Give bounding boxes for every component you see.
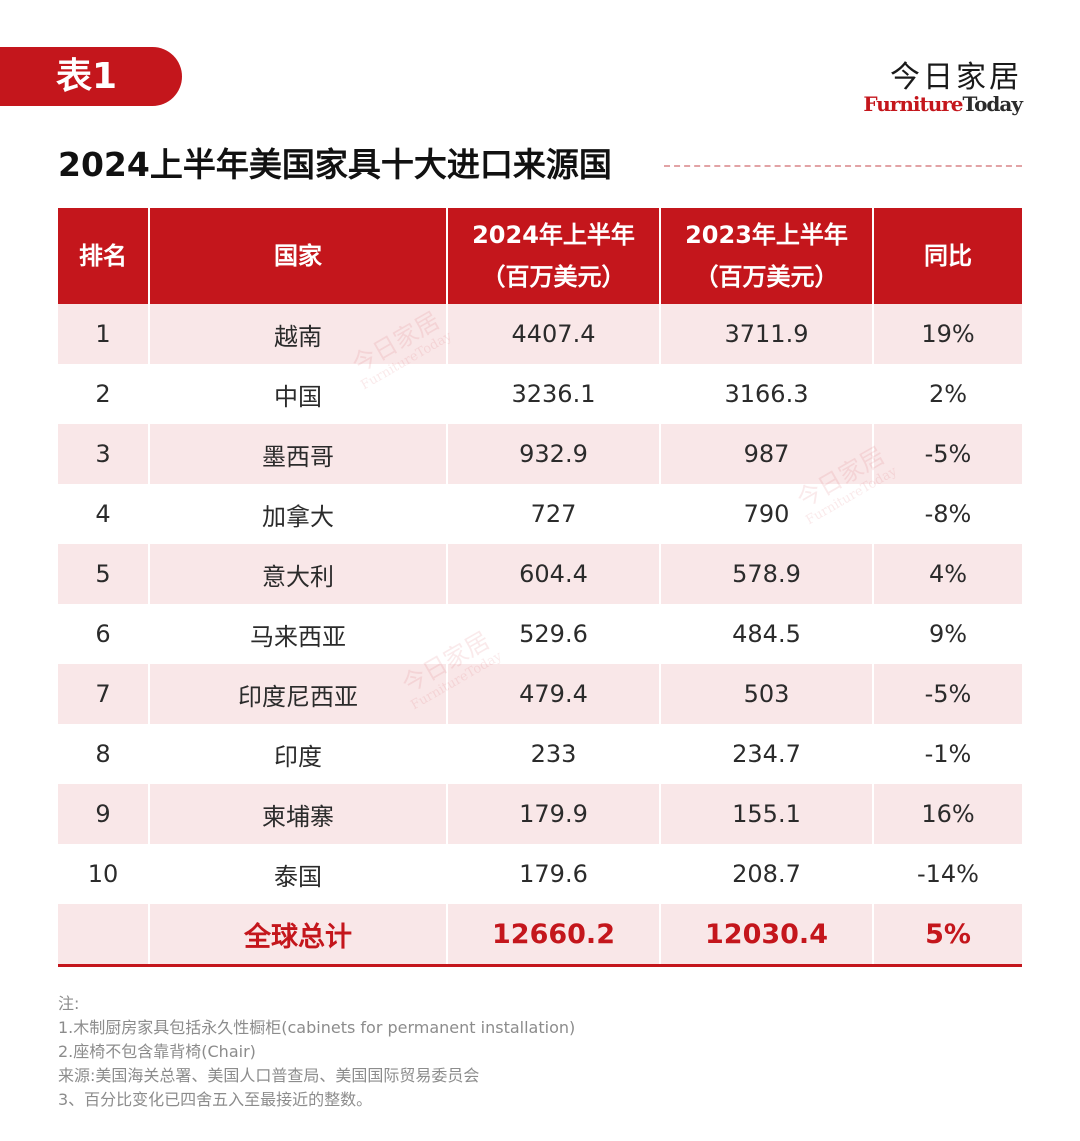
cell-2024: 604.4 xyxy=(447,544,661,604)
cell-2023: 987 xyxy=(660,424,874,484)
cell-2024: 3236.1 xyxy=(447,364,661,424)
cell-country: 印度 xyxy=(149,724,448,784)
cell-total-yoy: 5% xyxy=(873,904,1022,967)
footnote-line: 2.座椅不包含靠背椅(Chair) xyxy=(58,1042,256,1061)
cell-2023: 790 xyxy=(660,484,874,544)
cell-rank: 2 xyxy=(58,364,150,424)
table-row: 2 中国 3236.1 3166.3 2% xyxy=(58,364,1022,424)
table-row: 8 印度 233 234.7 -1% xyxy=(58,724,1022,784)
cell-country: 意大利 xyxy=(149,544,448,604)
cell-country: 加拿大 xyxy=(149,484,448,544)
cell-country: 泰国 xyxy=(149,844,448,904)
footnote-line: 1.木制厨房家具包括永久性橱柜(cabinets for permanent i… xyxy=(58,1018,576,1037)
footnote-line: 注: xyxy=(58,994,80,1013)
header-2023: 2023年上半年 （百万美元） xyxy=(660,208,874,304)
cell-2023: 208.7 xyxy=(660,844,874,904)
cell-2023: 578.9 xyxy=(660,544,874,604)
cell-country: 墨西哥 xyxy=(149,424,448,484)
page-title: 2024上半年美国家具十大进口来源国 xyxy=(58,145,612,184)
header-yoy: 同比 xyxy=(873,208,1022,304)
table-row: 4 加拿大 727 790 -8% xyxy=(58,484,1022,544)
cell-country: 马来西亚 xyxy=(149,604,448,664)
import-table: 排名 国家 2024年上半年 （百万美元） 2023年上半年 （百万美元） 同比… xyxy=(58,208,1022,967)
cell-country: 中国 xyxy=(149,364,448,424)
cell-2023: 234.7 xyxy=(660,724,874,784)
cell-2023: 484.5 xyxy=(660,604,874,664)
brand-logo-en-furniture: Furniture xyxy=(863,92,963,116)
cell-yoy: 16% xyxy=(873,784,1022,844)
cell-2024: 179.9 xyxy=(447,784,661,844)
header-2024-line1: 2024年上半年 xyxy=(472,221,635,249)
title-divider xyxy=(664,165,1022,167)
cell-2024: 4407.4 xyxy=(447,304,661,364)
footnotes: 注: 1.木制厨房家具包括永久性橱柜(cabinets for permanen… xyxy=(58,992,575,1112)
table-row: 5 意大利 604.4 578.9 4% xyxy=(58,544,1022,604)
cell-country: 印度尼西亚 xyxy=(149,664,448,724)
cell-yoy: -5% xyxy=(873,424,1022,484)
cell-rank: 8 xyxy=(58,724,150,784)
footnote-line: 来源:美国海关总署、美国人口普查局、美国国际贸易委员会 xyxy=(58,1066,480,1085)
header-2024: 2024年上半年 （百万美元） xyxy=(447,208,661,304)
table-row: 3 墨西哥 932.9 987 -5% xyxy=(58,424,1022,484)
cell-2023: 3166.3 xyxy=(660,364,874,424)
brand-logo-en: FurnitureToday xyxy=(863,92,1023,116)
cell-2024: 932.9 xyxy=(447,424,661,484)
cell-total-rank xyxy=(58,904,150,967)
cell-2023: 155.1 xyxy=(660,784,874,844)
cell-country: 越南 xyxy=(149,304,448,364)
cell-yoy: -14% xyxy=(873,844,1022,904)
cell-rank: 7 xyxy=(58,664,150,724)
cell-2024: 529.6 xyxy=(447,604,661,664)
footnote-line: 3、百分比变化已四舍五入至最接近的整数。 xyxy=(58,1090,373,1109)
header-2023-line1: 2023年上半年 xyxy=(685,221,848,249)
cell-yoy: -8% xyxy=(873,484,1022,544)
table-row: 6 马来西亚 529.6 484.5 9% xyxy=(58,604,1022,664)
cell-rank: 1 xyxy=(58,304,150,364)
table-row: 7 印度尼西亚 479.4 503 -5% xyxy=(58,664,1022,724)
header-country: 国家 xyxy=(149,208,448,304)
cell-yoy: -5% xyxy=(873,664,1022,724)
table-row: 9 柬埔寨 179.9 155.1 16% xyxy=(58,784,1022,844)
cell-yoy: 19% xyxy=(873,304,1022,364)
cell-country: 柬埔寨 xyxy=(149,784,448,844)
header-2024-line2: （百万美元） xyxy=(481,263,626,291)
cell-2023: 503 xyxy=(660,664,874,724)
header-2023-line2: （百万美元） xyxy=(694,263,839,291)
header-rank: 排名 xyxy=(58,208,150,304)
cell-rank: 10 xyxy=(58,844,150,904)
cell-yoy: 2% xyxy=(873,364,1022,424)
cell-rank: 5 xyxy=(58,544,150,604)
cell-2024: 479.4 xyxy=(447,664,661,724)
cell-2024: 233 xyxy=(447,724,661,784)
cell-rank: 4 xyxy=(58,484,150,544)
cell-total-2023: 12030.4 xyxy=(660,904,874,967)
brand-logo-en-today: Today xyxy=(962,92,1023,116)
cell-rank: 6 xyxy=(58,604,150,664)
cell-rank: 3 xyxy=(58,424,150,484)
cell-total-2024: 12660.2 xyxy=(447,904,661,967)
table-number-tag: 表1 xyxy=(0,47,182,106)
cell-yoy: 9% xyxy=(873,604,1022,664)
cell-yoy: 4% xyxy=(873,544,1022,604)
table-row: 1 越南 4407.4 3711.9 19% xyxy=(58,304,1022,364)
cell-2024: 179.6 xyxy=(447,844,661,904)
table-header-row: 排名 国家 2024年上半年 （百万美元） 2023年上半年 （百万美元） 同比 xyxy=(58,208,1022,304)
cell-total-label: 全球总计 xyxy=(149,904,448,967)
table-row: 10 泰国 179.6 208.7 -14% xyxy=(58,844,1022,904)
cell-rank: 9 xyxy=(58,784,150,844)
cell-2024: 727 xyxy=(447,484,661,544)
table-total-row: 全球总计 12660.2 12030.4 5% xyxy=(58,904,1022,967)
cell-2023: 3711.9 xyxy=(660,304,874,364)
cell-yoy: -1% xyxy=(873,724,1022,784)
brand-logo-cn: 今日家居 xyxy=(890,60,1022,95)
